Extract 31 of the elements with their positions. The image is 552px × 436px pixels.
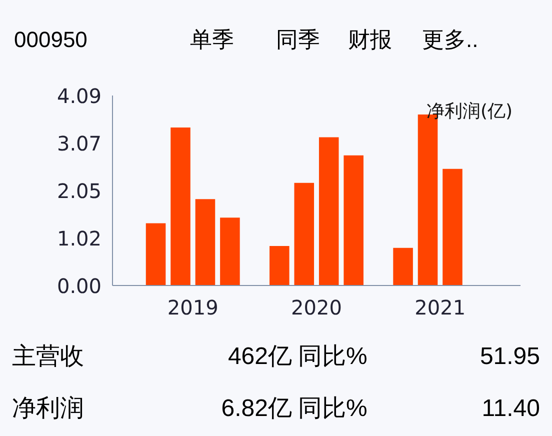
text: 单季 bbox=[190, 26, 234, 54]
bar bbox=[344, 155, 364, 286]
bar bbox=[220, 218, 240, 286]
chart-title: 000950 bbox=[14, 26, 88, 54]
text: 同比% bbox=[298, 394, 368, 424]
y-tick-label: 2.05 bbox=[56, 178, 102, 203]
x-tick-label: 2021 bbox=[414, 296, 466, 320]
text: 主营收 bbox=[12, 342, 84, 372]
text: 净利润 bbox=[12, 394, 84, 424]
bar bbox=[170, 128, 190, 286]
text: 462亿 bbox=[228, 342, 292, 372]
text: 更多.. bbox=[422, 26, 478, 54]
text: 51.95 bbox=[480, 342, 540, 372]
text: 财报 bbox=[348, 26, 392, 54]
bar bbox=[318, 137, 339, 286]
text: 6.82亿 bbox=[221, 394, 292, 424]
y-tick-label: 1.02 bbox=[56, 226, 102, 251]
y-tick-label: 4.09 bbox=[56, 84, 102, 108]
bar bbox=[393, 248, 413, 286]
bar bbox=[442, 168, 462, 286]
bar bbox=[270, 246, 290, 286]
text: 同比% bbox=[298, 342, 368, 372]
text: 11.40 bbox=[482, 394, 540, 424]
x-tick-label: 2020 bbox=[291, 296, 342, 320]
bar bbox=[195, 199, 216, 286]
bar bbox=[146, 223, 166, 286]
x-tick-label: 2019 bbox=[167, 296, 218, 320]
bar bbox=[294, 182, 314, 286]
text: 同季 bbox=[276, 26, 320, 54]
y-tick-label: 0.00 bbox=[56, 274, 102, 298]
y-tick-label: 3.07 bbox=[56, 131, 102, 156]
